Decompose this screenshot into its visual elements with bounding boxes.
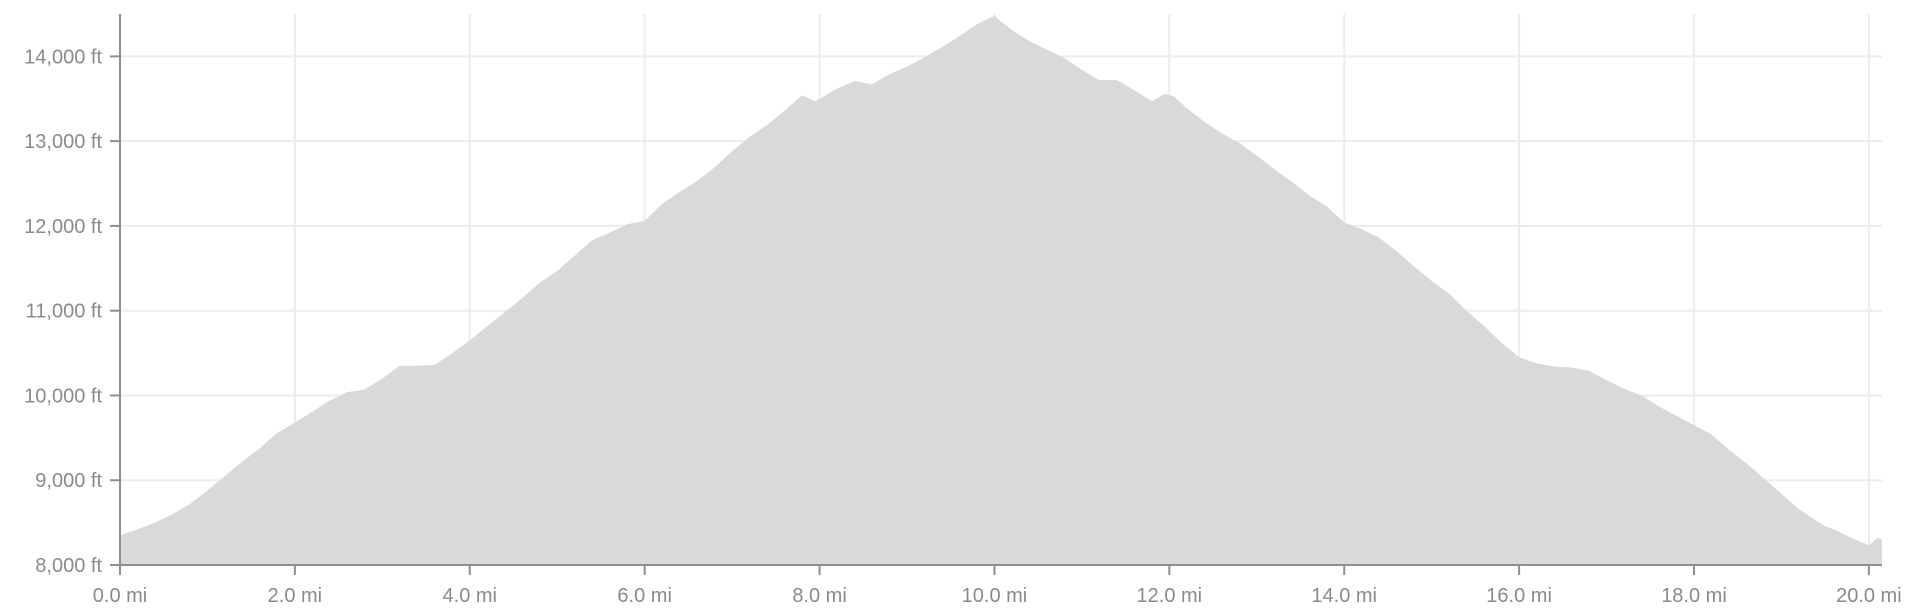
x-tick-label: 2.0 mi [268, 585, 322, 607]
y-tick-label: 9,000 ft [35, 470, 102, 492]
y-tick-label: 11,000 ft [26, 301, 103, 323]
elevation-area [120, 15, 1882, 565]
x-tick-label: 14.0 mi [1311, 585, 1377, 607]
x-tick-label: 8.0 mi [792, 585, 846, 607]
y-tick-label: 10,000 ft [24, 385, 102, 407]
y-tick-label: 14,000 ft [24, 46, 102, 68]
axes [110, 14, 1882, 575]
y-tick-label: 13,000 ft [24, 131, 102, 153]
x-tick-label: 20.0 mi [1836, 585, 1902, 607]
x-tick-label: 0.0 mi [93, 585, 147, 607]
area-layer [120, 15, 1882, 565]
x-tick-label: 6.0 mi [617, 585, 671, 607]
y-tick-label: 8,000 ft [35, 555, 102, 577]
x-tick-label: 12.0 mi [1137, 585, 1203, 607]
x-tick-label: 16.0 mi [1486, 585, 1552, 607]
y-tick-label: 12,000 ft [24, 216, 102, 238]
x-tick-label: 18.0 mi [1661, 585, 1727, 607]
x-tick-label: 10.0 mi [962, 585, 1028, 607]
tick-labels: 8,000 ft 9,000 ft 10,000 ft 11,000 ft 12,000… [24, 46, 1902, 607]
x-tick-label: 4.0 mi [443, 585, 497, 607]
